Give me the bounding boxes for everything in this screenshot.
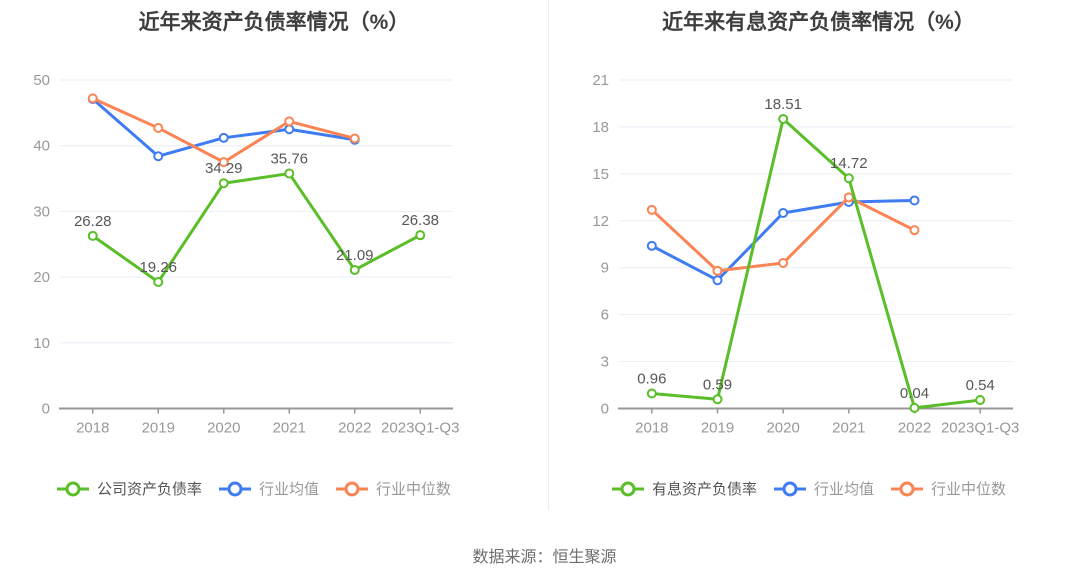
data-point xyxy=(778,207,789,218)
legend-label: 行业中位数 xyxy=(931,481,1007,498)
legend-label: 行业均值 xyxy=(259,481,320,498)
legend-marker-icon xyxy=(57,481,89,496)
data-point xyxy=(975,395,986,406)
chart-panel-interest-bearing: 近年来有息资产负债率情况（%） 2018 2019 2020 2021 2022 2023… xyxy=(548,0,1089,499)
data-point-label: 18.51 xyxy=(764,96,802,113)
y-tick-label: 6 xyxy=(601,307,609,324)
data-point xyxy=(909,195,920,206)
data-point xyxy=(284,168,295,179)
legend-0: 公司资产负债率 行业均值 行业中位数 xyxy=(0,478,548,499)
data-point-label: 34.29 xyxy=(205,160,243,177)
data-point xyxy=(153,276,164,287)
x-tick-label: 2023Q1-Q3 xyxy=(381,420,459,437)
y-tick-label: 9 xyxy=(601,260,609,277)
data-point-label: 0.04 xyxy=(900,385,929,402)
x-tick-label: 2022 xyxy=(338,420,371,437)
data-point xyxy=(909,225,920,236)
y-tick-label: 10 xyxy=(33,335,50,352)
y-tick-label: 12 xyxy=(592,213,609,230)
x-tick-label: 2021 xyxy=(832,420,865,437)
y-tick-label: 0 xyxy=(42,401,50,418)
legend-label: 行业中位数 xyxy=(376,481,452,498)
data-point xyxy=(349,264,360,275)
data-point xyxy=(218,157,229,168)
chart-title-interest-bearing: 近年来有息资产负债率情况（%） xyxy=(662,11,975,34)
legend-marker-icon xyxy=(774,481,807,496)
charts-row: 近年来资产负债率情况（%） 2018 2019 2020 2021 2022 2023Q1… xyxy=(0,0,1089,499)
legend-item-1[interactable]: 行业均值 xyxy=(217,478,319,499)
y-tick-label: 15 xyxy=(592,166,609,183)
data-point-label: 26.38 xyxy=(401,212,439,229)
data-point-label: 19.26 xyxy=(139,259,177,276)
data-point xyxy=(415,230,426,241)
data-point xyxy=(778,113,789,124)
data-point xyxy=(712,275,723,286)
data-point xyxy=(218,132,229,143)
legend-marker-icon xyxy=(336,481,369,496)
x-tick-label: 2020 xyxy=(207,420,240,437)
legend-marker-icon xyxy=(612,481,644,496)
legend-label: 公司资产负债率 xyxy=(97,481,203,498)
legend-item-1[interactable]: 行业均值 xyxy=(772,478,874,499)
chart-panel-asset-liability: 近年来资产负债率情况（%） 2018 2019 2020 2021 2022 2023Q1… xyxy=(0,0,548,499)
data-point xyxy=(909,402,920,413)
chart-title-asset-liability: 近年来资产负债率情况（%） xyxy=(138,11,410,34)
data-point-label: 26.28 xyxy=(74,213,112,230)
data-source-caption: 数据来源：恒生聚源 xyxy=(472,549,617,566)
data-point xyxy=(843,192,854,203)
x-tick-label: 2023Q1-Q3 xyxy=(941,420,1019,437)
chart-canvas-1: 2018 2019 2020 2021 2022 2023Q1-Q3 0 3 6 9 12 15 18 2… xyxy=(592,72,1019,437)
data-point xyxy=(712,394,723,405)
data-point xyxy=(284,116,295,127)
x-tick-label: 2018 xyxy=(76,420,109,437)
legend-marker-icon xyxy=(219,481,252,496)
data-point-label: 14.72 xyxy=(830,155,868,172)
x-tick-label: 2019 xyxy=(701,420,734,437)
y-tick-label: 50 xyxy=(33,72,50,89)
x-tick-label: 2022 xyxy=(898,420,931,437)
data-point xyxy=(778,258,789,269)
data-point xyxy=(646,240,657,251)
legend-label: 有息资产负债率 xyxy=(652,481,758,498)
legend-item-0[interactable]: 有息资产负债率 xyxy=(610,478,757,499)
y-tick-label: 21 xyxy=(592,72,609,89)
legend-label: 行业均值 xyxy=(814,481,875,498)
data-point xyxy=(153,122,164,133)
data-point xyxy=(87,93,98,104)
data-point-label: 0.96 xyxy=(637,370,666,387)
data-point xyxy=(349,133,360,144)
data-point-label: 21.09 xyxy=(336,247,374,264)
x-tick-label: 2020 xyxy=(766,420,799,437)
data-point-label: 35.76 xyxy=(270,151,308,168)
panel-divider xyxy=(548,0,549,510)
y-tick-label: 30 xyxy=(33,203,50,220)
data-point xyxy=(646,388,657,399)
legend-item-2[interactable]: 行业中位数 xyxy=(334,478,451,499)
x-tick-label: 2018 xyxy=(635,420,668,437)
legend-item-0[interactable]: 公司资产负债率 xyxy=(55,478,202,499)
data-point xyxy=(843,173,854,184)
series-line-0 xyxy=(91,172,422,284)
data-point-label: 0.54 xyxy=(966,377,995,394)
y-tick-label: 18 xyxy=(592,119,609,136)
data-point xyxy=(87,230,98,241)
y-tick-label: 0 xyxy=(601,401,609,418)
legend-1: 有息资产负债率 行业均值 行业中位数 xyxy=(548,478,1089,499)
y-tick-label: 20 xyxy=(33,269,50,286)
data-point xyxy=(646,204,657,215)
data-point-label: 0.59 xyxy=(703,376,732,393)
data-point xyxy=(218,178,229,189)
series-line-2 xyxy=(91,96,357,164)
x-tick-label: 2021 xyxy=(273,420,306,437)
data-point xyxy=(284,124,295,135)
data-point xyxy=(712,265,723,276)
series-line-0 xyxy=(650,117,982,410)
y-tick-label: 3 xyxy=(601,354,609,371)
y-tick-label: 40 xyxy=(33,138,50,155)
chart-canvas-0: 2018 2019 2020 2021 2022 2023Q1-Q3 0 10 20 30 40 50… xyxy=(33,72,459,437)
data-point xyxy=(153,151,164,162)
legend-marker-icon xyxy=(891,481,924,496)
legend-item-2[interactable]: 行业中位数 xyxy=(889,478,1006,499)
x-tick-label: 2019 xyxy=(142,420,175,437)
